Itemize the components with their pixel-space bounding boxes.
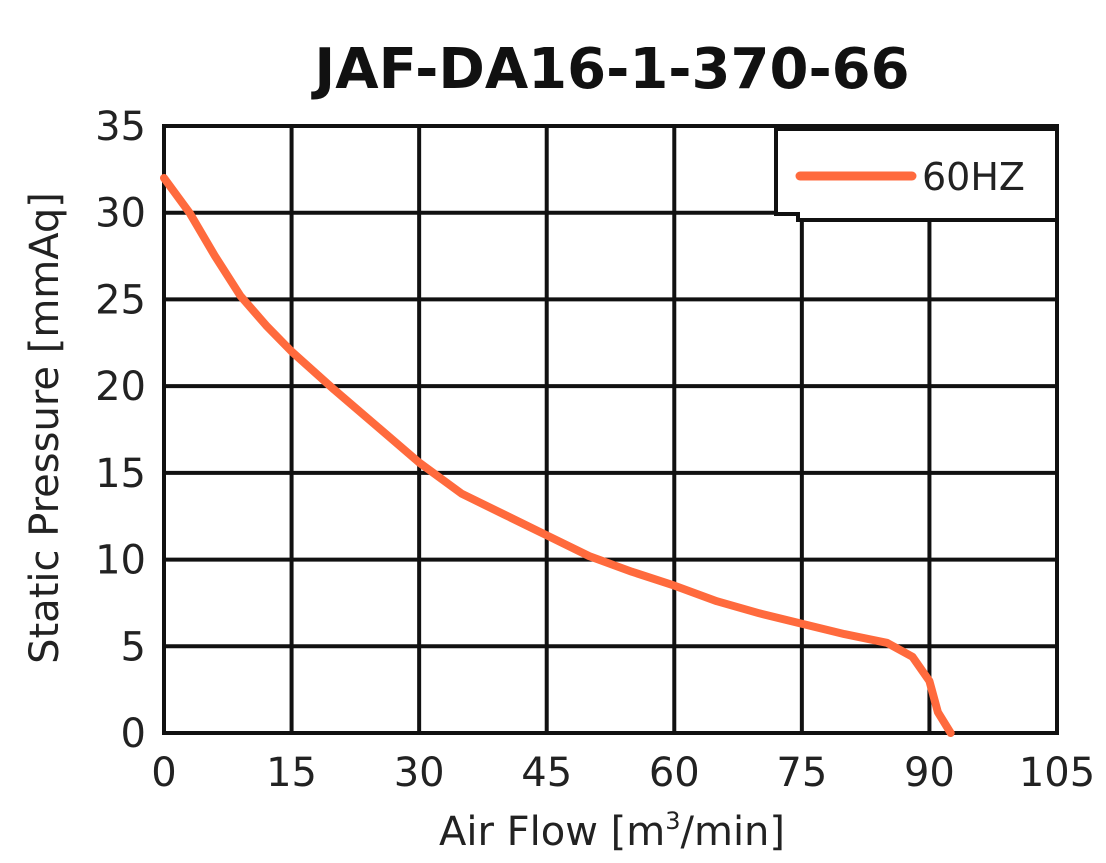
legend-label-60hz: 60HZ bbox=[922, 155, 1025, 199]
tick-labels: 0 15 30 45 60 75 90 105 0 5 10 15 20 25 30 35 bbox=[95, 104, 1095, 796]
y-tick-label-5: 5 bbox=[121, 624, 146, 670]
y-tick-label-20: 20 bbox=[95, 364, 146, 410]
legend: 60HZ bbox=[774, 127, 1059, 222]
y-tick-label-0: 0 bbox=[121, 711, 146, 757]
y-axis-label: Static Pressure [mmAq] bbox=[22, 192, 68, 664]
x-tick-label-90: 90 bbox=[904, 750, 955, 796]
x-tick-label-30: 30 bbox=[394, 750, 445, 796]
grid bbox=[162, 124, 1059, 735]
y-tick-label-10: 10 bbox=[95, 538, 146, 584]
chart-title: JAF-DA16-1-370-66 bbox=[310, 37, 909, 102]
legend-box bbox=[774, 127, 1059, 222]
x-axis-label: Air Flow [m3/min] bbox=[439, 807, 785, 855]
y-tick-label-25: 25 bbox=[95, 277, 146, 323]
y-tick-label-35: 35 bbox=[95, 104, 146, 150]
plot-frame bbox=[162, 124, 1059, 735]
x-tick-label-75: 75 bbox=[776, 750, 827, 796]
x-axis-label-superscript: 3 bbox=[665, 807, 680, 835]
x-axis-label-suffix: /min] bbox=[681, 809, 786, 855]
x-tick-label-15: 15 bbox=[266, 750, 317, 796]
series-layer bbox=[160, 174, 955, 737]
x-tick-label-45: 45 bbox=[521, 750, 572, 796]
x-tick-label-0: 0 bbox=[151, 750, 176, 796]
x-tick-label-105: 105 bbox=[1019, 750, 1095, 796]
y-tick-label-15: 15 bbox=[95, 451, 146, 497]
x-axis-label-prefix: Air Flow [m bbox=[439, 809, 665, 855]
x-tick-label-60: 60 bbox=[649, 750, 700, 796]
y-tick-label-30: 30 bbox=[95, 191, 146, 237]
series-line-60hz bbox=[160, 174, 955, 737]
